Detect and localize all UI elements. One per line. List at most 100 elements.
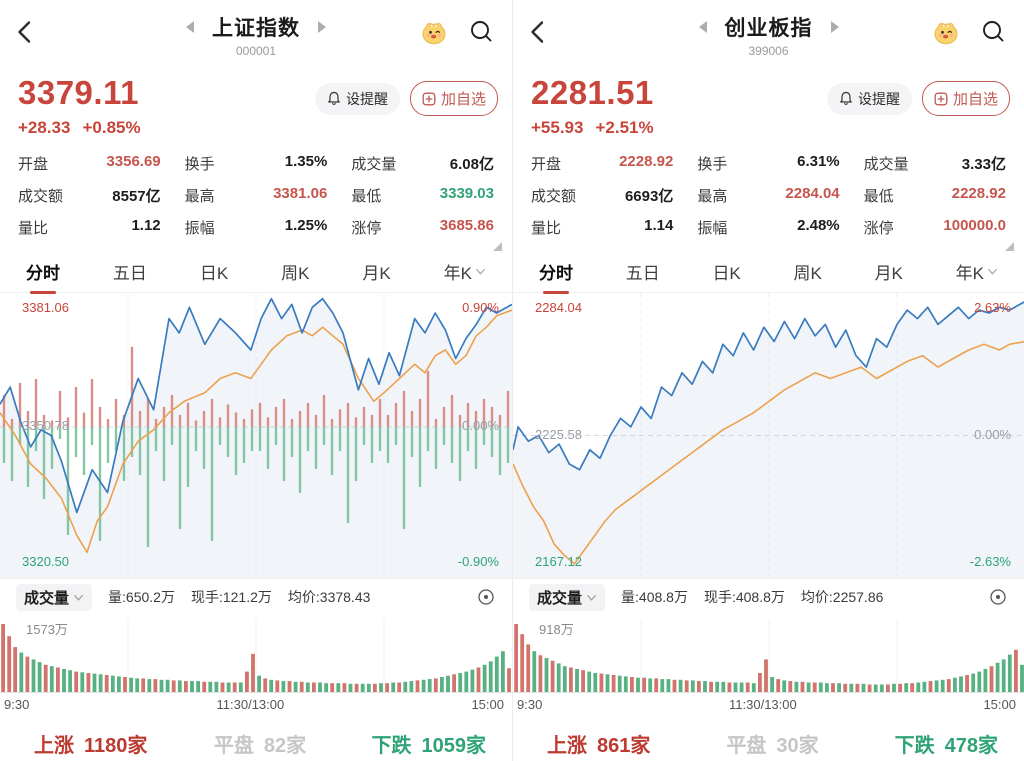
tab-label: 日K <box>199 263 229 283</box>
intraday-chart-canvas <box>513 293 1024 578</box>
volume-chart[interactable]: 918万 <box>513 615 1024 693</box>
prev-index-arrow-icon[interactable] <box>186 21 194 33</box>
index-code: 000001 <box>235 44 277 58</box>
back-chevron-icon <box>18 21 31 43</box>
mascot-emoji-button[interactable] <box>420 18 448 46</box>
stat-label: 开盘 <box>18 156 49 173</box>
expand-stats-handle[interactable] <box>493 242 502 251</box>
volume-max-label: 1573万 <box>26 622 68 637</box>
breadth-decliners[interactable]: 下跌 1059家 <box>335 729 487 758</box>
breadth-decliners[interactable]: 下跌 478家 <box>848 729 998 758</box>
gear-icon <box>990 589 1006 605</box>
breadth-advancers[interactable]: 上涨 1180家 <box>34 729 185 758</box>
intraday-chart[interactable]: 3381.06 0.90% 3350.78 0.00% 3320.50 -0.9… <box>0 293 512 578</box>
breadth-unchanged[interactable]: 平盘 30家 <box>697 729 847 758</box>
stat-value: 3339.03 <box>439 185 494 202</box>
stat-item: 换手 6.31% <box>697 153 839 174</box>
tab-period-1[interactable]: 五日 <box>111 250 149 293</box>
mascot-emoji-button[interactable] <box>932 18 960 46</box>
volume-stat: 量:408.8万 <box>621 589 688 605</box>
stat-value: 1.35% <box>284 153 328 170</box>
stat-item: 最低 2228.92 <box>864 185 1006 206</box>
stat-label: 成交额 <box>531 188 577 205</box>
mascot-emoji-icon <box>934 22 958 45</box>
stat-value: 1.14 <box>644 217 674 234</box>
volume-chart[interactable]: 1573万 <box>0 615 512 693</box>
period-tabs: 分时 五日 日K 周K 月K 年K <box>513 250 1024 293</box>
tab-period-5[interactable]: 年K <box>442 250 488 293</box>
tab-period-0[interactable]: 分时 <box>24 250 62 293</box>
tab-period-5[interactable]: 年K <box>954 250 1000 293</box>
stat-label: 成交量 <box>863 156 909 173</box>
breadth-count: 30家 <box>776 735 819 757</box>
stat-item: 成交额 6693亿 <box>531 185 673 206</box>
panel-header: 创业板指 399006 <box>513 0 1024 66</box>
tab-period-2[interactable]: 日K <box>710 250 742 293</box>
stat-value: 3.33亿 <box>961 156 1006 173</box>
chart-midline-pct-label: 0.00% <box>974 427 1011 442</box>
price-section: 3379.11 +28.33 +0.85% 设提醒 <box>0 66 512 138</box>
add-watchlist-button[interactable]: 加自选 <box>921 81 1010 116</box>
gear-icon <box>478 589 494 605</box>
breadth-unchanged[interactable]: 平盘 82家 <box>185 729 336 758</box>
tab-label: 年K <box>955 263 984 283</box>
chevron-down-icon <box>988 268 997 275</box>
add-watchlist-button[interactable]: 加自选 <box>409 81 498 116</box>
chart-high-pct-label: 0.90% <box>462 300 499 315</box>
next-index-arrow-icon[interactable] <box>830 21 839 33</box>
expand-stats-handle[interactable] <box>1005 242 1014 251</box>
breadth-label: 平盘 <box>726 735 767 757</box>
search-button[interactable] <box>468 18 496 46</box>
chart-settings-button[interactable] <box>476 587 496 607</box>
chevron-down-icon <box>476 268 485 275</box>
chart-low-pct-label: -0.90% <box>457 554 499 569</box>
plus-box-icon <box>934 92 948 105</box>
price-change-row: +55.93 +2.51% <box>531 118 654 138</box>
stat-item: 成交额 8557亿 <box>18 185 161 206</box>
set-alert-button[interactable]: 设提醒 <box>314 82 400 115</box>
time-axis-midday: 11:30/13:00 <box>216 696 285 712</box>
intraday-chart[interactable]: 2284.04 2.63% 2225.58 0.00% 2167.12 -2.6… <box>513 293 1024 578</box>
index-code: 399006 <box>748 44 789 58</box>
breadth-count: 82家 <box>263 735 307 757</box>
avg-price-stat: 均价:3378.43 <box>287 589 371 605</box>
stat-value: 3685.86 <box>439 217 494 234</box>
prev-index-arrow-icon[interactable] <box>698 21 707 33</box>
back-button[interactable] <box>12 18 40 46</box>
add-watchlist-label: 加自选 <box>952 91 998 108</box>
time-axis-open: 9:30 <box>4 696 30 712</box>
back-button[interactable] <box>525 18 553 46</box>
time-axis-close: 15:00 <box>471 696 504 712</box>
volume-info-row: 成交量 量:650.2万 现手:121.2万 均价:3378.43 <box>0 578 512 615</box>
stat-value: 100000.0 <box>943 217 1006 234</box>
chevron-down-icon <box>587 594 596 601</box>
stat-label: 量比 <box>18 220 49 237</box>
tab-period-4[interactable]: 月K <box>360 250 392 293</box>
stat-label: 换手 <box>184 156 215 173</box>
tab-period-0[interactable]: 分时 <box>537 250 575 293</box>
search-button[interactable] <box>980 18 1008 46</box>
next-index-arrow-icon[interactable] <box>318 21 326 33</box>
tab-period-3[interactable]: 周K <box>792 250 824 293</box>
volume-indicator-selector[interactable]: 成交量 <box>16 583 93 611</box>
stat-item: 最高 3381.06 <box>185 185 328 206</box>
plus-box-icon <box>422 92 436 105</box>
index-title: 上证指数 <box>212 17 300 40</box>
breadth-count: 861家 <box>597 735 651 757</box>
tab-period-2[interactable]: 日K <box>198 250 230 293</box>
set-alert-button[interactable]: 设提醒 <box>826 82 912 115</box>
stat-label: 成交量 <box>351 156 397 173</box>
chart-settings-button[interactable] <box>988 587 1008 607</box>
header-actions <box>932 18 1008 46</box>
breadth-advancers[interactable]: 上涨 861家 <box>547 729 697 758</box>
price-change-row: +28.33 +0.85% <box>18 118 141 138</box>
price-change-pct: +0.85% <box>82 118 141 137</box>
tab-period-1[interactable]: 五日 <box>624 250 662 293</box>
tab-period-4[interactable]: 月K <box>873 250 905 293</box>
volume-indicator-selector[interactable]: 成交量 <box>529 583 606 611</box>
price-block: 2281.51 +55.93 +2.51% <box>531 76 654 138</box>
breadth-count: 478家 <box>944 735 998 757</box>
tab-period-3[interactable]: 周K <box>279 250 311 293</box>
volume-max-label: 918万 <box>539 622 574 637</box>
stat-value: 2.48% <box>797 217 840 234</box>
